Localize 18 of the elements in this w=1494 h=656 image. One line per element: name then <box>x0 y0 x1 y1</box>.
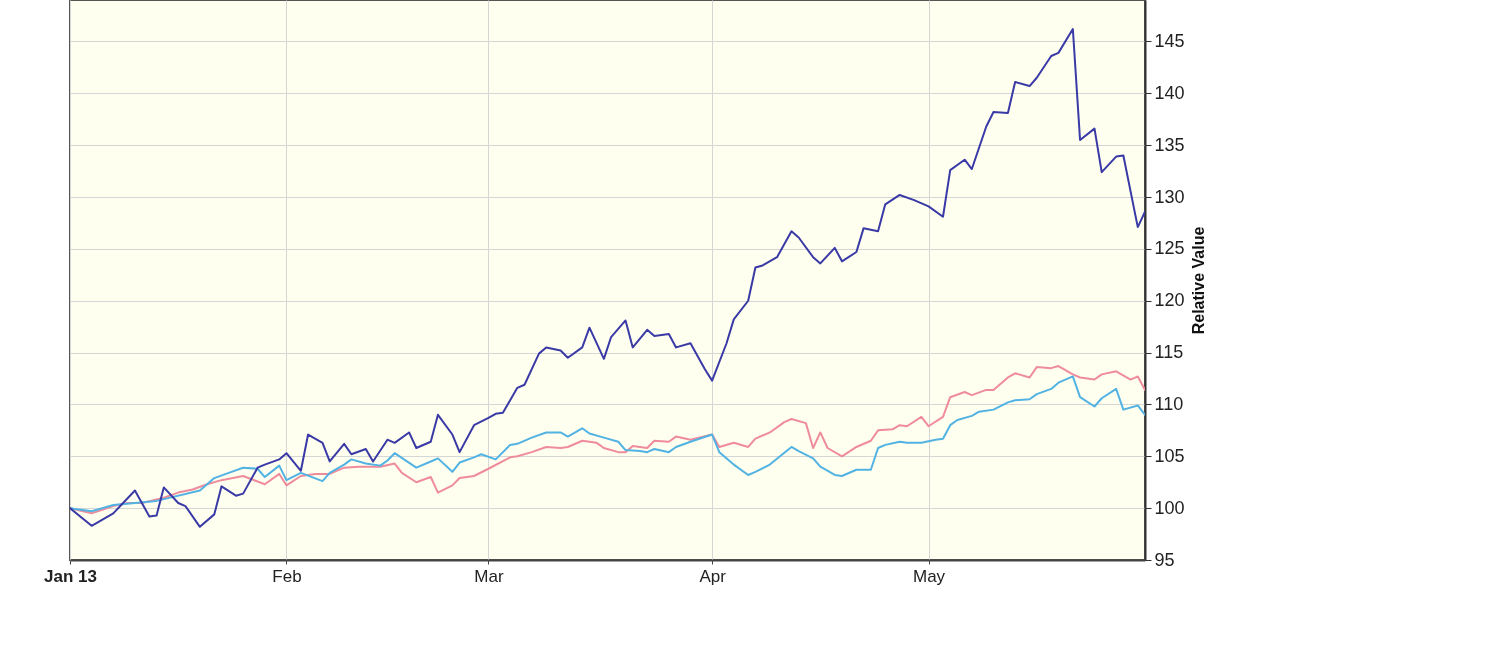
y-tick-label: 110 <box>1154 393 1184 414</box>
line-series <box>70 28 1145 528</box>
y-tick-label: 105 <box>1154 445 1185 466</box>
x-tick-label: Mar <box>474 566 504 586</box>
x-tick-label: May <box>912 566 946 586</box>
x-tick-label: Feb <box>272 566 302 586</box>
y-tick-label: 140 <box>1154 82 1185 103</box>
y-tick-label: 100 <box>1154 497 1185 518</box>
x-tick-label: Apr <box>699 566 727 586</box>
y-tick-label: 115 <box>1154 342 1184 363</box>
y-axis-title: Relative Value <box>1189 226 1207 335</box>
y-tick-label: 95 <box>1154 549 1175 570</box>
y-tick-label: 130 <box>1154 186 1185 207</box>
y-tick-label: 125 <box>1154 238 1185 259</box>
x-tick-label: Jan 13 <box>44 566 97 586</box>
y-tick-label: 135 <box>1154 134 1185 155</box>
y-tick-label: 145 <box>1154 30 1185 51</box>
y-tick-label: 120 <box>1154 290 1185 311</box>
